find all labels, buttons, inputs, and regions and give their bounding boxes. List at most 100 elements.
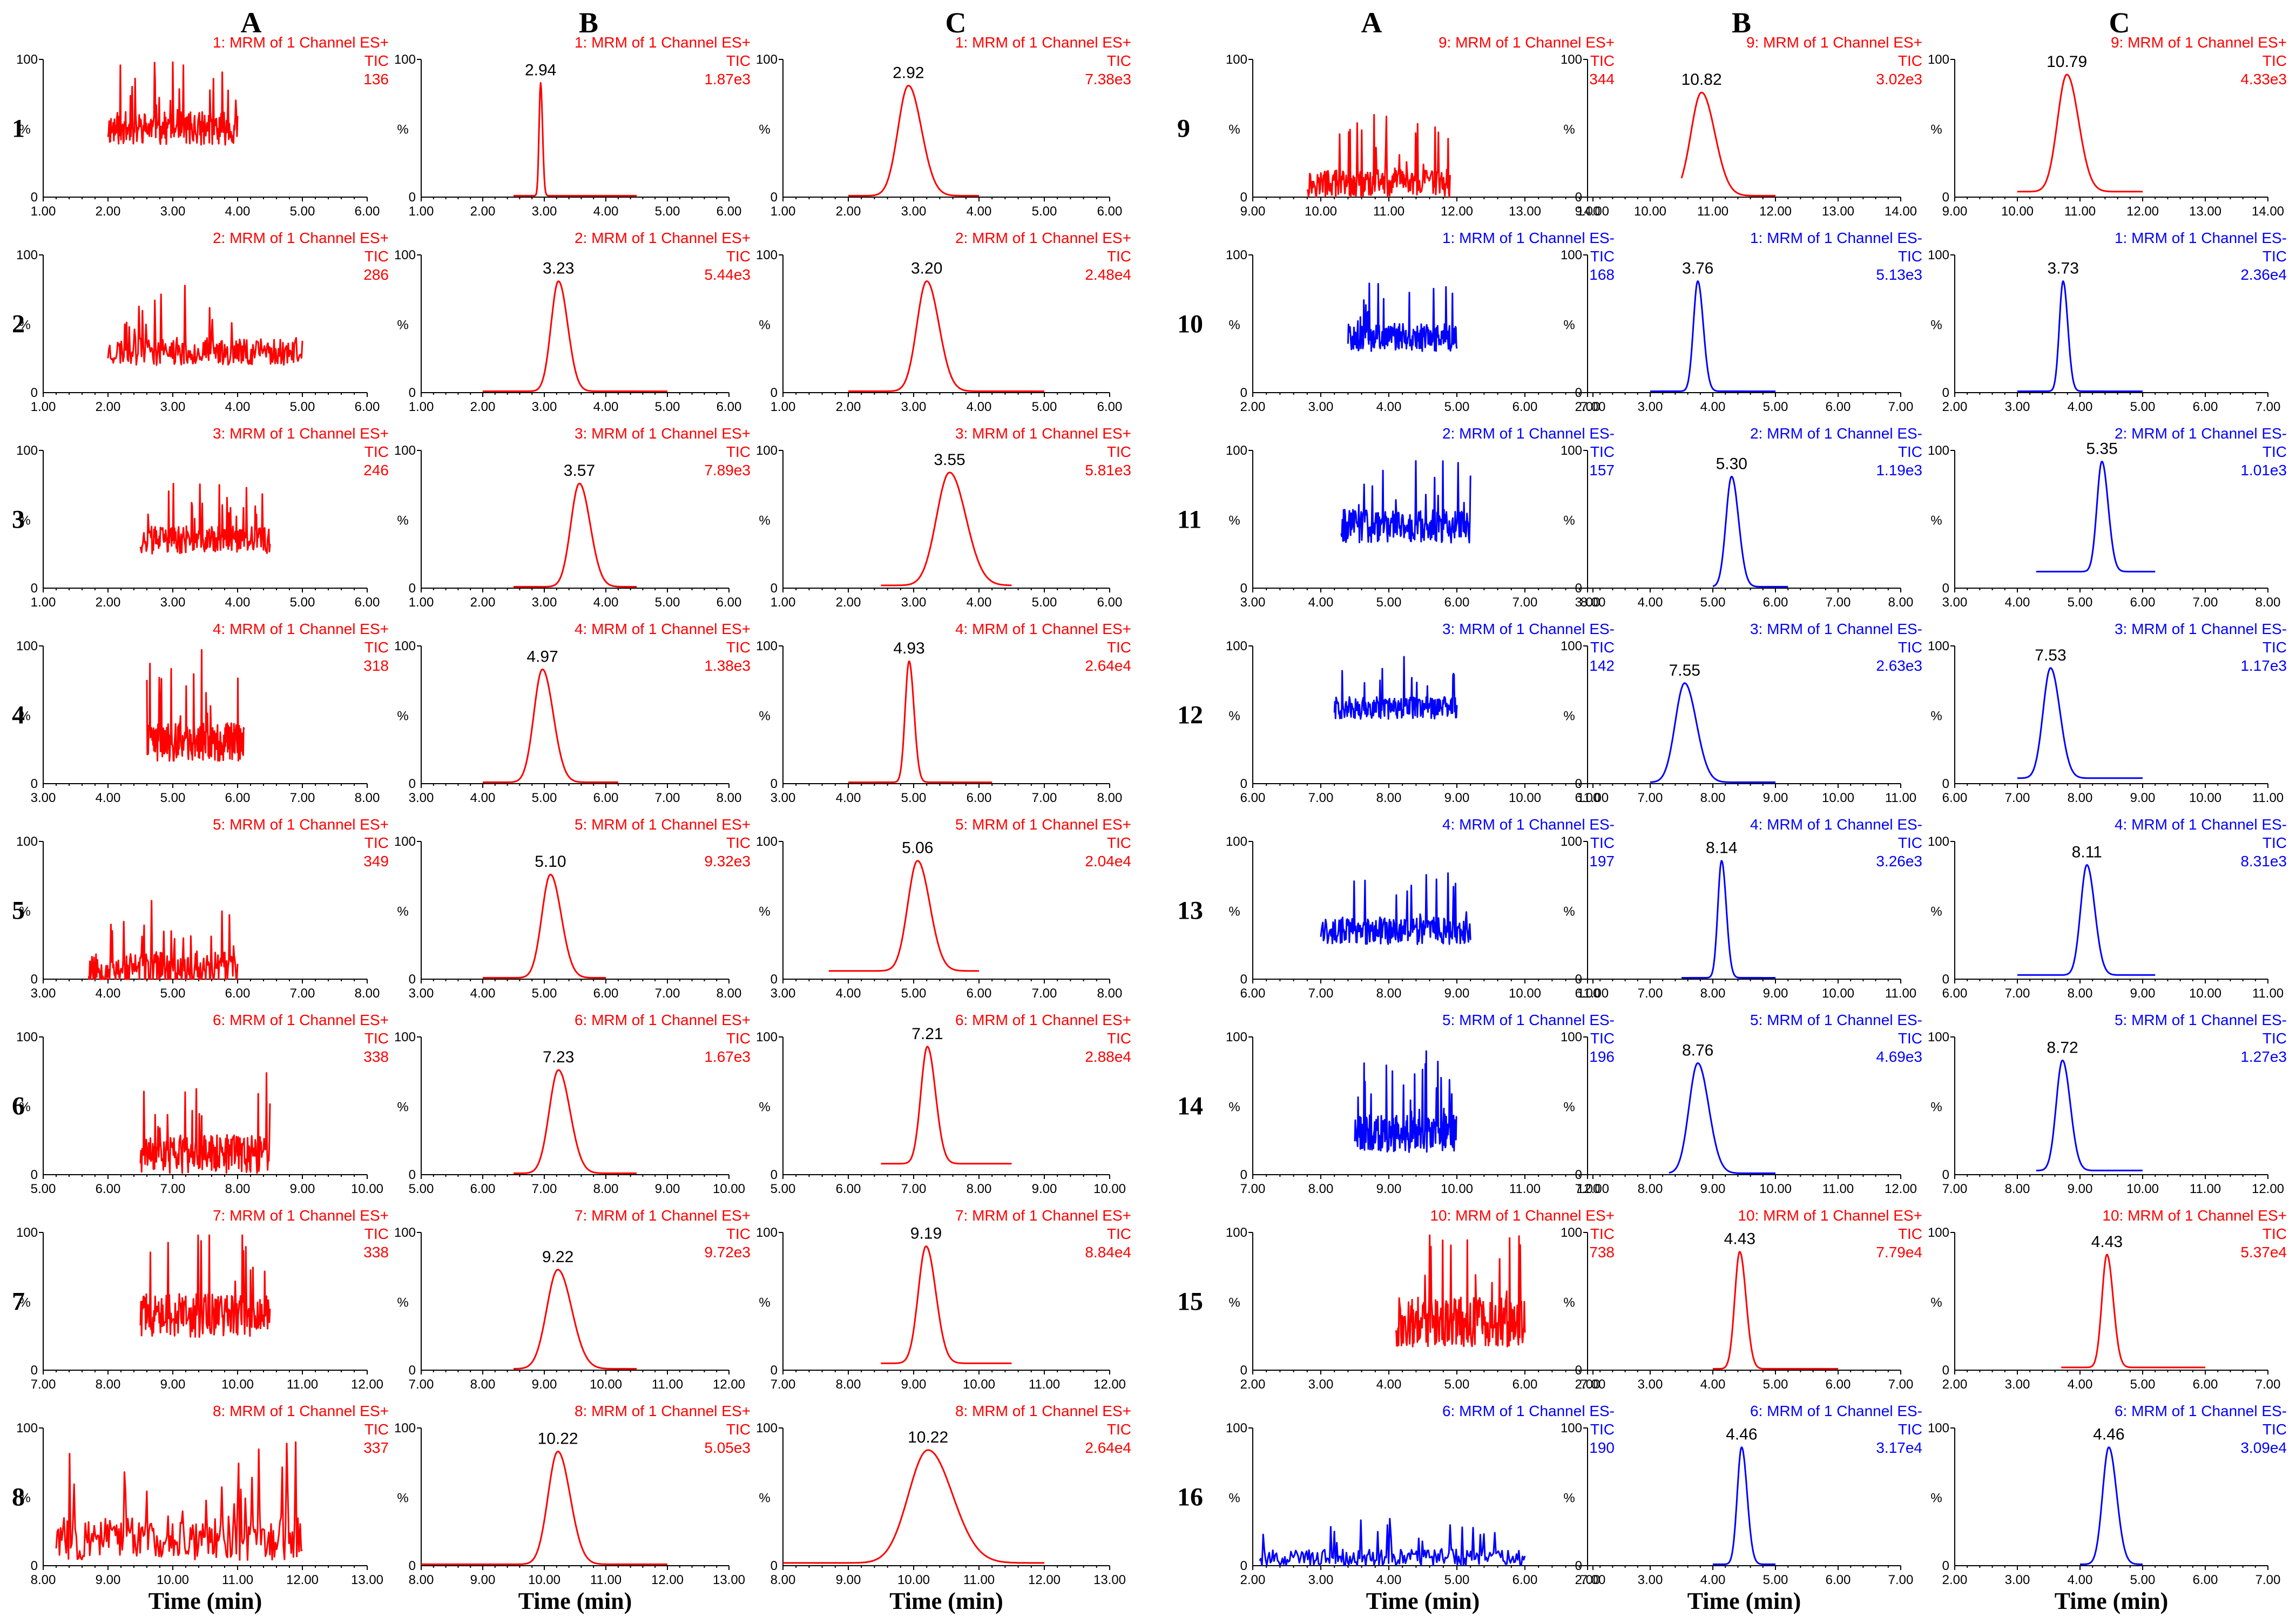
trace-header: 4: MRM of 1 Channel ES-: [1442, 816, 1615, 833]
x-tick-label: 4.00: [2068, 400, 2093, 414]
trace-header: 1: MRM of 1 Channel ES+: [575, 34, 751, 51]
y-axis-label: %: [19, 123, 30, 137]
y-axis-label: %: [1563, 1296, 1575, 1310]
chromatogram-trace: [483, 280, 667, 392]
chromatogram-trace: [1306, 114, 1451, 198]
x-tick-label: 4.00: [967, 204, 992, 219]
trace-header: 8: MRM of 1 Channel ES+: [575, 1403, 751, 1419]
peak-retention-time: 4.43: [2091, 1233, 2123, 1251]
y-axis-label: %: [1930, 709, 1942, 724]
trace-tic-label: TIC: [2263, 248, 2287, 265]
trace-intensity: 338: [363, 1244, 389, 1261]
trace-tic-label: TIC: [2263, 443, 2287, 460]
x-tick-label: 8.00: [1376, 986, 1402, 1001]
y-axis-label: %: [1563, 1491, 1575, 1506]
column-header-1: A: [241, 6, 262, 39]
y-tick-label-100: 100: [1561, 1030, 1582, 1045]
x-tick-label: 8.00: [355, 986, 380, 1001]
chromatogram-panel: 100 0% 3.00 4.00 5.00 6.00 7.00 8.00 5: MRM of 1…: [756, 816, 1131, 1001]
trace-header: 3: MRM of 1 Channel ES-: [1750, 621, 1922, 637]
x-tick-label: 5.00: [2068, 595, 2093, 610]
x-tick-label: 3.00: [532, 204, 557, 219]
x-tick-label: 4.00: [1700, 400, 1726, 414]
x-tick-label: 1.00: [771, 204, 796, 219]
x-tick-label: 2.00: [1575, 1573, 1601, 1587]
x-tick-label: 5.00: [2130, 1573, 2156, 1587]
x-tick-label: 4.00: [96, 986, 121, 1001]
y-axis-label: %: [19, 514, 30, 528]
trace-intensity: 337: [363, 1439, 389, 1456]
y-tick-label-0: 0: [1575, 386, 1582, 400]
trace-header: 5: MRM of 1 Channel ES-: [1750, 1012, 1922, 1028]
x-tick-label: 2.00: [1240, 1573, 1266, 1587]
trace-header: 1: MRM of 1 Channel ES+: [955, 34, 1131, 51]
y-axis-label: %: [1563, 709, 1575, 724]
y-tick-label-0: 0: [1240, 581, 1247, 596]
chromatogram-panel: 100 0% 6.00 7.00 8.00 9.00 10.00 11.00 4: MRM of…: [1928, 816, 2287, 1001]
x-tick-label: 5.00: [771, 1182, 796, 1196]
x-tick-label: 5.00: [1763, 400, 1788, 414]
x-tick-label: 11.00: [2252, 791, 2284, 805]
x-tick-label: 7.00: [1638, 986, 1663, 1001]
row-9: 9 100 0% 9.00 10.00 11.00 12.00 13.00 14.00 9: MR…: [1177, 34, 2287, 219]
chromatogram-panel: 100 0% 2.00 3.00 4.00 5.00 6.00 7.00 6: MRM of 1…: [1561, 1403, 1922, 1614]
x-tick-label: 1.00: [31, 204, 56, 219]
x-tick-label: 6.00: [96, 1182, 121, 1196]
y-axis-label: %: [759, 709, 770, 724]
x-tick-label: 6.00: [2193, 1377, 2218, 1392]
y-axis-label: %: [1930, 1296, 1942, 1310]
chromatogram-trace: [881, 471, 1012, 587]
x-tick-label: 10.00: [2126, 1182, 2159, 1196]
x-tick-label: 8.00: [1700, 986, 1726, 1001]
x-tick-label: 7.00: [2256, 1573, 2281, 1587]
x-tick-label: 4.00: [2005, 595, 2030, 610]
x-tick-label: 5.00: [1700, 595, 1726, 610]
x-tick-label: 7.00: [1032, 986, 1057, 1001]
x-tick-label: 1.00: [771, 595, 796, 610]
x-tick-label: 4.00: [470, 986, 496, 1001]
x-tick-label: 12.00: [1093, 1377, 1126, 1392]
x-tick-label: 10.00: [713, 1182, 745, 1196]
x-tick-label: 9.00: [1444, 791, 1470, 805]
x-tick-label: 8.00: [836, 1377, 861, 1392]
x-tick-label: 10.00: [1822, 986, 1854, 1001]
x-tick-label: 9.00: [2068, 1182, 2093, 1196]
trace-intensity: 1.38e3: [704, 657, 751, 674]
x-tick-label: 10.00: [1093, 1182, 1126, 1196]
chromatogram-panel: 100 0% 3.00 4.00 5.00 6.00 7.00 8.00 5: MRM of 1…: [16, 816, 389, 1001]
y-tick-label-100: 100: [394, 1030, 416, 1045]
x-tick-label: 4.00: [2068, 1573, 2093, 1587]
x-tick-label: 2.00: [1942, 1573, 1968, 1587]
x-tick-label: 2.00: [96, 400, 121, 414]
peak-retention-time: 9.19: [910, 1225, 942, 1243]
x-tick-label: 6.00: [717, 595, 742, 610]
trace-intensity: 3.09e4: [2240, 1439, 2287, 1456]
chromatogram-panel: 100 0% 2.00 3.00 4.00 5.00 6.00 7.00 1: MRM of 1…: [1928, 230, 2287, 414]
chromatogram-trace: [881, 1245, 1012, 1364]
x-tick-label: 11.00: [1885, 986, 1916, 1001]
x-tick-label: 8.00: [1581, 595, 1606, 610]
trace-intensity: 1.19e3: [1876, 462, 1922, 479]
x-tick-label: 8.00: [470, 1377, 496, 1392]
peak-retention-time: 3.55: [934, 451, 965, 469]
y-axis-label: %: [1563, 123, 1575, 137]
y-tick-label-0: 0: [31, 777, 38, 791]
trace-tic-label: TIC: [726, 1225, 751, 1242]
trace-header: 7: MRM of 1 Channel ES+: [955, 1207, 1131, 1224]
x-tick-label: 2.00: [1240, 400, 1266, 414]
x-tick-label: 5.00: [1376, 595, 1402, 610]
chromatogram-panel: 100 0% 1.00 2.00 3.00 4.00 5.00 6.00 2: MRM of 1…: [16, 230, 389, 414]
y-tick-label-0: 0: [1240, 972, 1247, 987]
column-header-4: A: [1361, 6, 1382, 39]
chromatogram-trace: [1340, 460, 1471, 544]
y-axis-label: %: [397, 1491, 408, 1506]
trace-tic-label: TIC: [726, 248, 751, 265]
chromatogram-panel: 100 0% 1.00 2.00 3.00 4.00 5.00 6.00 1: MRM of 1…: [394, 34, 751, 219]
chromatogram-panel: 100 0% 5.00 6.00 7.00 8.00 9.00 10.00 6: MRM of …: [756, 1012, 1131, 1196]
x-tick-label: 5.00: [1032, 400, 1057, 414]
y-tick-label-0: 0: [771, 972, 778, 987]
trace-tic-label: TIC: [1898, 1421, 1922, 1438]
x-tick-label: 13.00: [2189, 204, 2221, 219]
trace-tic-label: TIC: [2263, 1225, 2287, 1242]
chromatogram-trace: [1680, 91, 1776, 197]
